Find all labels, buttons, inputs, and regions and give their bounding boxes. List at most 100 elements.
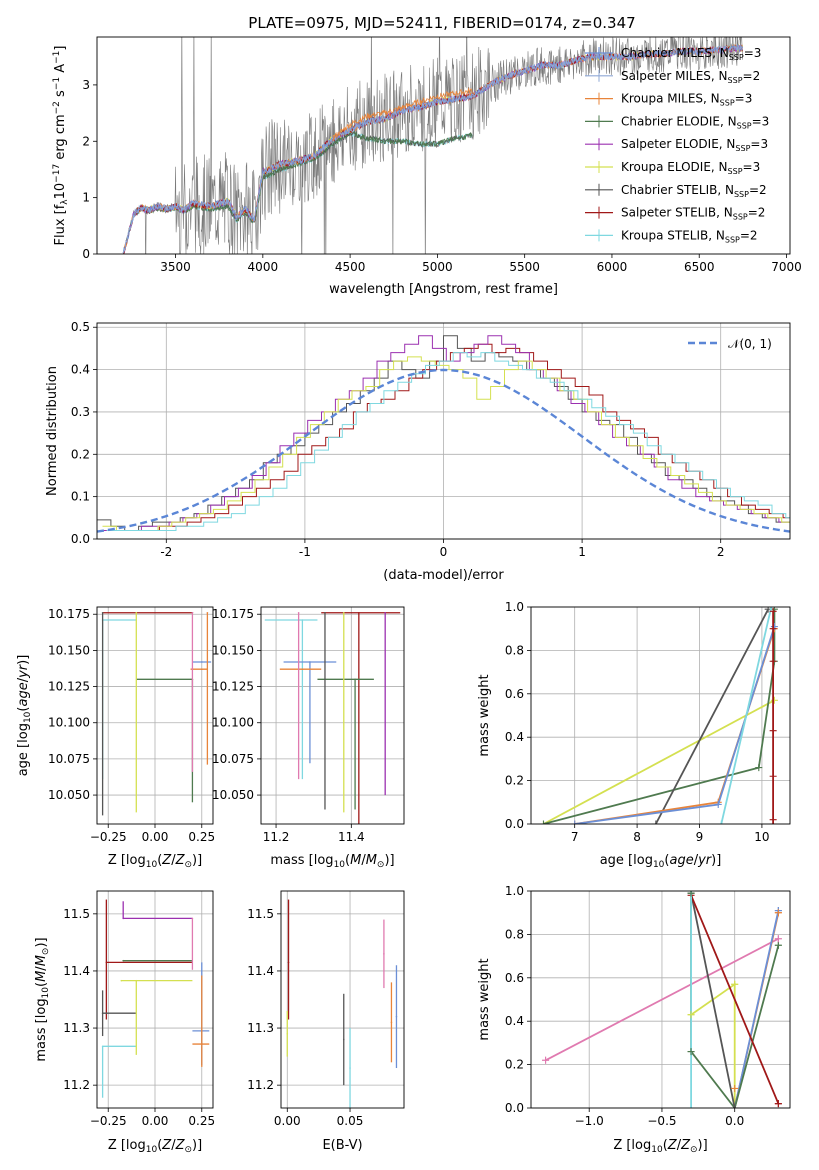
errorbar-point xyxy=(200,661,203,663)
axes-frame xyxy=(530,606,791,825)
y-tick-label: 0.6 xyxy=(505,971,524,985)
weight-line-salpeter_stelib xyxy=(690,894,780,1105)
y-tick-label: 0.6 xyxy=(505,687,524,701)
plot-area-age_vs_mass xyxy=(264,611,401,824)
weight-marker xyxy=(731,1084,739,1092)
y-tick-label: 0 xyxy=(82,247,90,261)
errorbar-pink xyxy=(191,611,194,772)
x-tick-label: 6000 xyxy=(597,260,628,274)
y-tick-label: 1 xyxy=(82,191,90,205)
weight-marker xyxy=(769,657,777,665)
axes-age_vs_mass: 11.2 11.4 10.050 10.075 10.100 10.125 10.150 10… xyxy=(212,606,405,870)
errorbar-point xyxy=(395,1015,398,1018)
errorbar-chabrier_miles xyxy=(283,661,337,764)
weight-marker xyxy=(770,696,778,704)
x-tick-label: 4000 xyxy=(248,260,279,274)
legend-entry: Salpeter ELODIE, NSSP=3 xyxy=(585,137,768,153)
y-tick-label: 1.0 xyxy=(505,884,524,898)
y-tick-label: 0.0 xyxy=(505,817,524,831)
weight-marker xyxy=(687,891,695,897)
plot-area-mass_vs_ebv xyxy=(286,899,398,1108)
y-tick-label: 10.175 xyxy=(212,607,254,621)
x-tick-label: 9 xyxy=(696,830,704,844)
y-tick-label: 10.125 xyxy=(48,680,90,694)
errorbar-point xyxy=(384,611,386,614)
y-tick-label: 11.4 xyxy=(63,964,90,978)
y-tick-label: 0.4 xyxy=(505,1014,524,1028)
y-tick-label: 11.5 xyxy=(63,907,90,921)
weight-marker xyxy=(755,764,763,772)
y-axis-label: mass weight xyxy=(477,958,492,1040)
weight-marker xyxy=(769,727,777,735)
errorbar-kroupa_elodie xyxy=(135,979,138,1055)
x-tick-label: 0.00 xyxy=(142,830,169,844)
errorbar-point xyxy=(342,1038,345,1041)
errorbar-salpeter_elodie xyxy=(122,901,193,920)
axes-frame xyxy=(280,890,405,1109)
errorbar-kroupa_stelib xyxy=(101,619,137,780)
y-tick-label: 0.0 xyxy=(71,532,90,546)
x-tick-label: −0.25 xyxy=(90,1114,127,1128)
errorbar-point xyxy=(206,611,209,614)
y-tick-label: 10.075 xyxy=(212,752,254,766)
errorbar-pink xyxy=(191,917,194,970)
weight-line-chabrier_stelib xyxy=(690,893,736,1108)
x-axis-label: Z [log10(Z/Z⊙)] xyxy=(108,1138,202,1155)
weight-marker xyxy=(774,909,782,917)
errorbar-kroupa_miles xyxy=(390,982,393,1063)
errorbar-kroupa_elodie xyxy=(135,611,138,813)
model-kroupa_miles xyxy=(332,86,473,142)
errorbar-point xyxy=(349,1067,351,1069)
errorbar-kroupa_elodie xyxy=(120,979,193,982)
legend-entry: 𝒩(0, 1) xyxy=(688,337,772,351)
x-tick-label: 7000 xyxy=(771,260,802,274)
axes-frame xyxy=(530,890,791,1109)
histogram-kroupa_stelib xyxy=(106,352,790,531)
x-axis-label: Z [log10(Z/Z⊙)] xyxy=(108,853,202,870)
errorbar-chabrier_miles xyxy=(192,962,210,1066)
x-tick-label: 7 xyxy=(571,830,579,844)
x-axis-label: E(B-V) xyxy=(322,1138,362,1153)
y-tick-label: 2 xyxy=(82,134,90,148)
legend-label: 𝒩(0, 1) xyxy=(728,337,772,351)
x-tick-label: -1 xyxy=(299,545,311,559)
errorbar-point xyxy=(105,961,108,964)
errorbar-pink xyxy=(297,611,300,780)
errorbar-kroupa_miles xyxy=(279,668,322,671)
axes-frame xyxy=(96,890,214,1109)
axes-frame xyxy=(96,36,791,255)
model-salpeter_miles xyxy=(122,44,743,254)
x-axis-label: mass [log10(M/M⊙)] xyxy=(270,853,394,870)
x-axis-label: Z [log10(Z/Z⊙)] xyxy=(613,1138,707,1155)
legend-entry: Salpeter MILES, NSSP=2 xyxy=(585,69,760,85)
legend-label: Chabrier MILES, NSSP=3 xyxy=(621,46,761,62)
errorbar-salpeter_stelib xyxy=(102,611,194,614)
x-axis-label: (data-model)/error xyxy=(383,568,504,583)
x-tick-label: -2 xyxy=(160,545,172,559)
axes-frame xyxy=(96,606,214,825)
x-tick-label: 10 xyxy=(754,830,769,844)
weight-marker xyxy=(731,980,739,988)
errorbar-point xyxy=(354,678,356,681)
y-tick-label: 0.5 xyxy=(71,320,90,334)
weight-marker xyxy=(539,820,547,824)
gaussian-curve xyxy=(97,368,790,533)
x-tick-label: 3500 xyxy=(160,260,191,274)
y-tick-label: 0.1 xyxy=(71,490,90,504)
weight-line-chabrier_stelib xyxy=(655,608,769,824)
y-tick-label: 10.100 xyxy=(48,716,90,730)
weight-marker xyxy=(769,816,777,824)
axes-weight_vs_Z: −1.0 −0.5 0.0 0.0 0.2 0.4 0.6 0.8 1.0 mass weight… xyxy=(477,884,791,1155)
y-tick-label: 3 xyxy=(82,78,90,92)
legend-label: Chabrier STELIB, NSSP=2 xyxy=(621,183,767,199)
y-tick-label: 11.3 xyxy=(63,1021,90,1035)
errorbar-chabrier_stelib xyxy=(101,611,104,816)
errorbar-point xyxy=(390,1021,393,1024)
y-tick-label: 10.050 xyxy=(48,788,90,802)
histogram-salpeter_stelib xyxy=(103,343,790,531)
axes-spectrum: 3500 4000 4500 5000 5500 6000 6500 7000 0 1 2 3 wave… xyxy=(52,36,802,297)
axes-age_vs_Z: −0.25 0.00 0.25 10.050 10.075 10.100 10.125 10.… xyxy=(16,606,215,870)
plot-area-weight_vs_age xyxy=(539,607,778,824)
axes-residuals: -2 -1 0 1 2 0.0 0.1 0.2 0.3 0.4 0.5 (data-model)/er… xyxy=(45,320,791,583)
weight-line-chabrier_elodie xyxy=(543,609,776,824)
